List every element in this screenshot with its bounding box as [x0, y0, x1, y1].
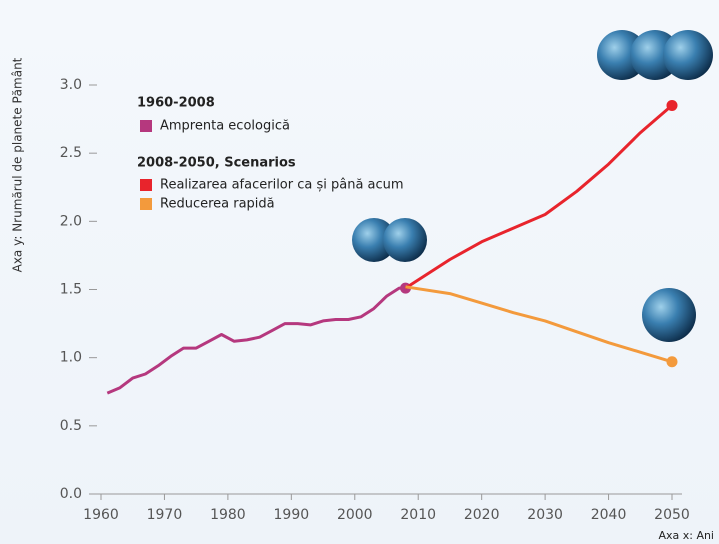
legend-label: Reducerea rapidă — [160, 197, 275, 212]
series-line — [106, 286, 406, 395]
globes — [352, 30, 713, 342]
x-axis-label: Axa x: Ani — [658, 529, 714, 542]
end-point — [666, 356, 678, 368]
y-tick-label: 2.5 — [60, 145, 82, 161]
x-tick-label: 2050 — [654, 507, 690, 523]
x-tick-label: 1990 — [274, 507, 310, 523]
x-tick-label: 2000 — [337, 507, 373, 523]
y-tick-label: 0.0 — [60, 486, 82, 502]
legend-heading: 2008-2050, Scenarios — [137, 156, 296, 171]
series-line — [404, 104, 673, 290]
y-tick-label: 2.0 — [60, 213, 82, 229]
x-tick-label: 2040 — [591, 507, 627, 523]
globe — [352, 218, 396, 262]
y-tick-label: 1.5 — [60, 282, 82, 298]
legend-label: Realizarea afacerilor ca și până acum — [160, 178, 404, 193]
x-tick-label: 2030 — [527, 507, 563, 523]
x-tick-label: 1980 — [210, 507, 246, 523]
x-tick-label: 1960 — [83, 507, 119, 523]
x-tick-label: 2010 — [400, 507, 436, 523]
legend-heading: 1960-2008 — [137, 96, 215, 111]
legend-label: Amprenta ecologică — [160, 119, 290, 134]
legend-swatch — [140, 198, 152, 210]
x-tick-label: 1970 — [147, 507, 183, 523]
legend-swatch — [140, 179, 152, 191]
globe — [642, 288, 696, 342]
legend-swatch — [140, 120, 152, 132]
x-tick-label: 2020 — [464, 507, 500, 523]
globe — [663, 30, 713, 80]
series-line — [405, 285, 673, 364]
y-tick-label: 3.0 — [60, 77, 82, 93]
y-axis-label: Axa y: Nrumărul de planete Pământ — [11, 57, 25, 272]
y-tick-label: 1.0 — [60, 350, 82, 366]
end-point — [666, 99, 678, 111]
globe — [383, 218, 427, 262]
y-tick-label: 0.5 — [60, 418, 82, 434]
